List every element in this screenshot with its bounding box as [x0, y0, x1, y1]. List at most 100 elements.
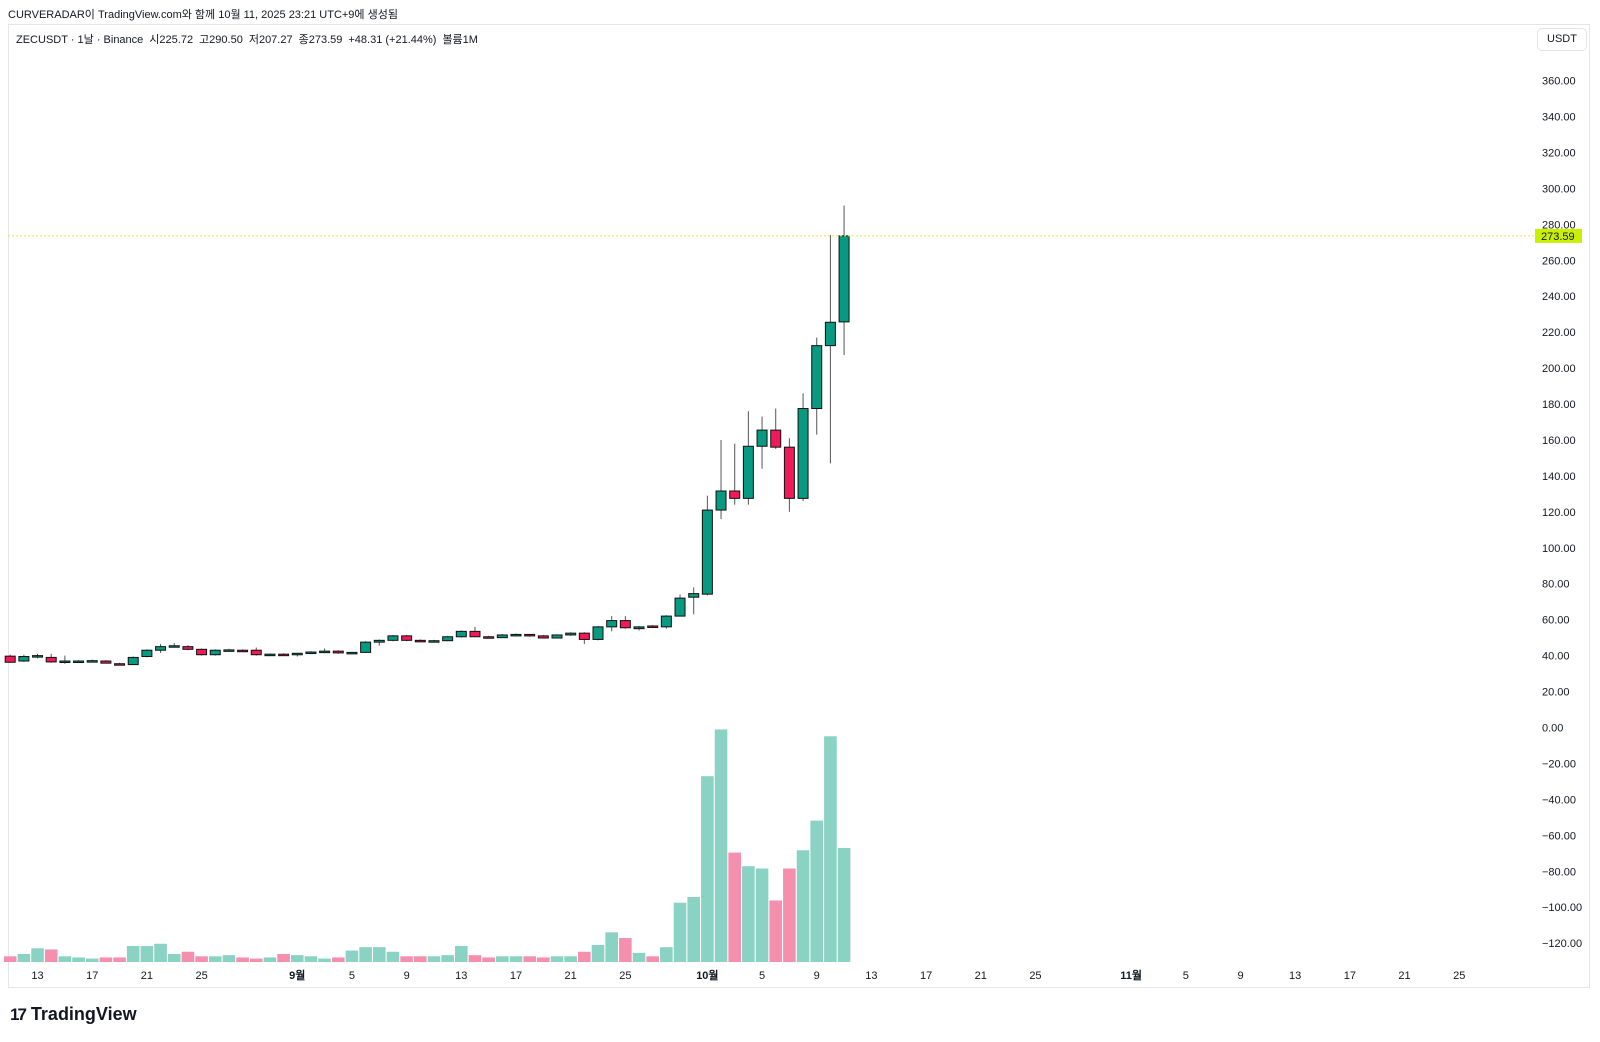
candle-body: [729, 490, 741, 499]
time-tick-label: 9: [404, 970, 410, 982]
currency-button[interactable]: USDT: [1537, 28, 1587, 51]
candle-body: [756, 429, 768, 447]
price-tick-label: 240.00: [1542, 291, 1576, 303]
volume-bar: [140, 946, 154, 962]
volume-bar: [154, 943, 167, 962]
candle-body: [619, 620, 631, 629]
candle-body: [196, 648, 208, 656]
price-tick-label: 320.00: [1542, 147, 1576, 159]
candle-body: [86, 660, 98, 663]
candle-body: [524, 633, 536, 637]
price-tick-label: 100.00: [1542, 543, 1576, 555]
price-tick-label: 40.00: [1542, 651, 1570, 663]
time-tick-label: 21: [565, 970, 577, 982]
candle-body: [469, 630, 481, 638]
candle-body: [114, 663, 126, 666]
candle-body: [100, 660, 112, 664]
candle-body: [346, 651, 358, 655]
volume-bar: [455, 946, 468, 962]
volume-bar: [755, 868, 769, 962]
candle-body: [742, 445, 754, 499]
price-tick-label: 200.00: [1542, 363, 1576, 375]
volume-bar: [195, 956, 208, 962]
volume-bar: [646, 956, 659, 962]
candle-body: [510, 633, 522, 637]
candle-body: [305, 651, 317, 655]
candle-body: [606, 620, 618, 628]
candle-body: [483, 636, 495, 639]
volume-bar: [783, 868, 796, 962]
volume-bar: [414, 956, 427, 962]
price-tick-label: 360.00: [1542, 76, 1576, 88]
volume-bar: [304, 956, 318, 962]
volume-bar: [468, 955, 482, 962]
volume-bar: [249, 958, 263, 962]
candle-body: [264, 653, 276, 657]
candle-body: [155, 646, 167, 651]
volume-bar: [673, 902, 687, 962]
price-tick-label: 120.00: [1542, 507, 1576, 519]
volume-bar: [441, 955, 454, 962]
time-tick-label: 17: [1344, 970, 1356, 982]
time-tick-label: 13: [865, 970, 877, 982]
candle-body: [291, 652, 303, 656]
candle-body: [168, 645, 180, 648]
volume-bar: [742, 866, 755, 962]
tradingview-logo[interactable]: 17 TradingView: [10, 1004, 137, 1025]
price-tick-label: 280.00: [1542, 219, 1576, 231]
volume-bar: [318, 958, 331, 962]
candle-body: [141, 649, 153, 658]
last-price-marker: 273.59: [8, 228, 1582, 243]
candle-body: [360, 641, 372, 653]
volume-bar: [386, 951, 400, 962]
volume-bar: [578, 951, 591, 962]
time-tick-label: 21: [141, 970, 153, 982]
time-tick-label: 13: [31, 970, 43, 982]
time-tick-label: 5: [759, 970, 765, 982]
time-tick-label: 25: [195, 970, 207, 982]
time-tick-label: 5: [1183, 970, 1189, 982]
volume-bar: [372, 947, 386, 962]
candle-body: [592, 626, 604, 640]
candle-body: [633, 626, 645, 630]
volume-bar: [632, 952, 646, 962]
candle-body: [387, 635, 399, 641]
candle-body: [442, 636, 454, 642]
symbol-info[interactable]: ZECUSDT · 1날 · Binance: [16, 34, 144, 46]
time-tick-label: 13: [455, 970, 467, 982]
volume-bar: [167, 954, 181, 962]
volume-bar: [605, 932, 618, 962]
candle-body: [701, 509, 713, 595]
candle-body: [660, 615, 672, 628]
price-tick-label: 340.00: [1542, 112, 1576, 124]
time-tick-label: 25: [619, 970, 631, 982]
candle-body: [59, 660, 71, 664]
chart-frame[interactable]: [8, 24, 1590, 988]
volume-bar: [222, 955, 236, 962]
volume-bar: [728, 852, 742, 962]
candle-body: [237, 649, 249, 653]
candle-body: [73, 660, 85, 664]
candle-body: [537, 635, 549, 639]
symbol-legend: ZECUSDT · 1날 · Binance 시225.72 고290.50 저207…: [16, 31, 484, 47]
time-tick-label: 21: [1398, 970, 1410, 982]
chart-caption: CURVERADAR이 TradingView.com와 함께 10월 11, …: [8, 9, 398, 21]
candle-body: [688, 593, 700, 598]
volume-bar: [400, 956, 413, 962]
volume-bar: [523, 956, 536, 962]
candle-body: [373, 639, 385, 643]
candle-body: [715, 490, 727, 511]
candle-body: [838, 235, 850, 323]
volume-bar: [277, 954, 290, 962]
volume-bar: [796, 850, 810, 962]
high-value: 고290.50: [199, 34, 243, 46]
price-tick-label: 80.00: [1542, 579, 1570, 591]
volume-bar: [3, 956, 17, 962]
volume-bar: [359, 947, 372, 962]
candle-body: [223, 649, 235, 652]
price-tick-label: 0.00: [1542, 723, 1563, 735]
time-tick-label: 21: [975, 970, 987, 982]
volume-bars: [3, 729, 851, 962]
price-tick-label: 160.00: [1542, 435, 1576, 447]
